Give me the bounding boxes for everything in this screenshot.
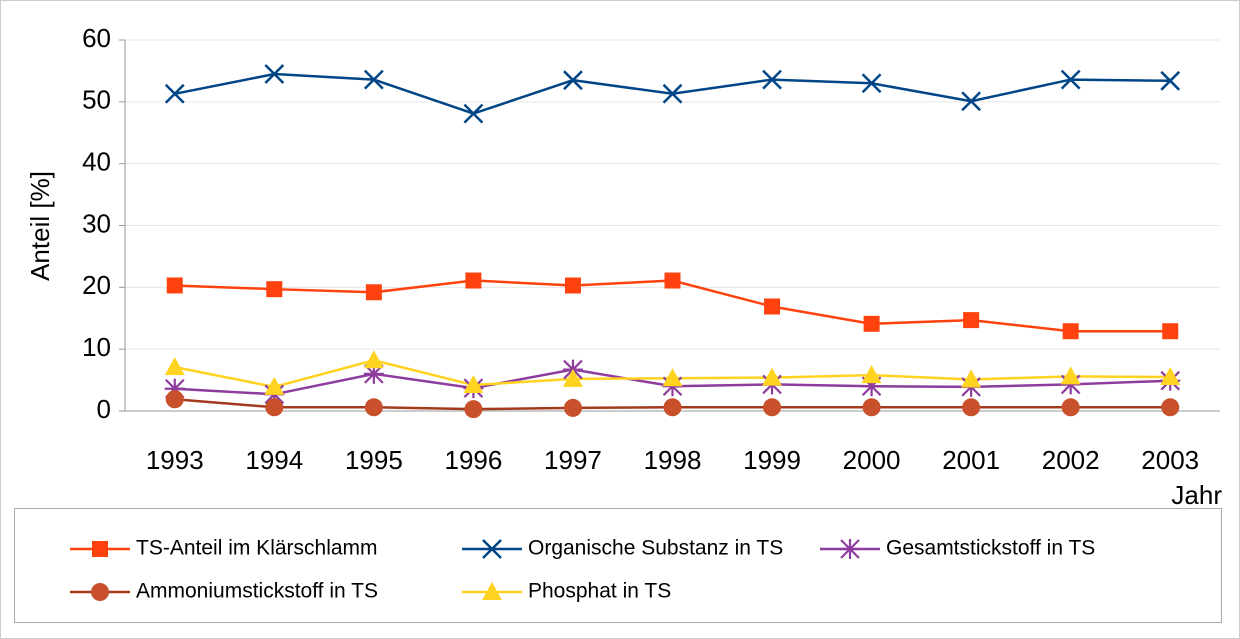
data-point (365, 284, 382, 301)
x-tick-label: 2001 (942, 445, 1000, 475)
data-point (662, 83, 683, 104)
legend-label: Ammoniumstickstoff in TS (136, 580, 378, 603)
data-point (465, 272, 482, 289)
data-point (663, 398, 682, 417)
y-tick-label: 30 (82, 208, 111, 238)
data-point (564, 277, 581, 294)
data-point (861, 376, 882, 397)
data-point (463, 103, 484, 124)
data-point (364, 398, 383, 417)
data-point (962, 398, 981, 417)
legend-label: Organische Substanz in TS (528, 537, 783, 560)
y-tick-label: 50 (82, 85, 111, 115)
data-point (862, 398, 881, 417)
data-point (563, 70, 583, 91)
data-point (264, 64, 285, 84)
data-point (1062, 323, 1079, 340)
data-point (764, 298, 781, 315)
legend-label: TS-Anteil im Klärschlamm (136, 537, 378, 560)
data-point (961, 369, 982, 388)
data-point (662, 376, 683, 397)
legend-marker (482, 582, 502, 600)
data-point (863, 315, 880, 332)
data-point (662, 368, 683, 387)
data-point (763, 398, 782, 417)
data-point (265, 398, 284, 417)
data-point (1060, 366, 1081, 385)
x-tick-label: 1998 (644, 445, 702, 475)
data-point (464, 400, 483, 419)
data-point (1061, 398, 1080, 417)
data-point (562, 368, 583, 387)
x-tick-label: 1996 (444, 445, 502, 475)
x-tick-label: 2003 (1141, 445, 1199, 475)
x-tick-label: 1997 (544, 445, 602, 475)
y-tick-label: 60 (82, 23, 111, 53)
data-point (762, 367, 783, 386)
data-point (166, 277, 183, 294)
data-point (861, 73, 882, 94)
y-tick-label: 0 (97, 394, 111, 424)
legend-label: Gesamtstickstoff in TS (886, 537, 1095, 560)
data-point (1160, 366, 1181, 385)
legend-box (14, 508, 1222, 623)
data-point (164, 357, 185, 376)
x-tick-label: 1995 (345, 445, 403, 475)
x-axis-label: Jahr (1171, 480, 1222, 510)
y-tick-label: 20 (82, 270, 111, 300)
data-point (363, 350, 384, 369)
y-tick-label: 40 (82, 147, 111, 177)
y-axis-label: Anteil [%] (25, 171, 55, 281)
x-tick-label: 2002 (1042, 445, 1100, 475)
data-point (164, 83, 185, 104)
x-tick-label: 1994 (245, 445, 303, 475)
data-point (264, 376, 285, 395)
data-point (1060, 374, 1081, 395)
x-tick-label: 1999 (743, 445, 801, 475)
data-point (563, 398, 582, 417)
x-tick-label: 2000 (843, 445, 901, 475)
data-point (861, 365, 882, 384)
data-point (664, 272, 681, 289)
data-point (363, 69, 384, 90)
data-point (164, 378, 185, 399)
data-point (165, 390, 184, 409)
data-point (961, 91, 982, 112)
data-point (266, 281, 283, 298)
data-point (1160, 70, 1181, 91)
data-point (363, 363, 384, 384)
legend-marker (92, 541, 108, 557)
data-point (463, 375, 484, 394)
y-tick-label: 10 (82, 332, 111, 362)
legend-marker (840, 539, 860, 559)
data-point (1162, 323, 1179, 340)
data-point (1060, 69, 1081, 90)
legend-marker (91, 583, 109, 601)
legend-label: Phosphat in TS (528, 580, 671, 603)
data-point (1161, 398, 1180, 417)
legend-marker (482, 539, 502, 559)
data-point (963, 312, 980, 329)
data-point (762, 69, 782, 90)
x-tick-label: 1993 (146, 445, 204, 475)
